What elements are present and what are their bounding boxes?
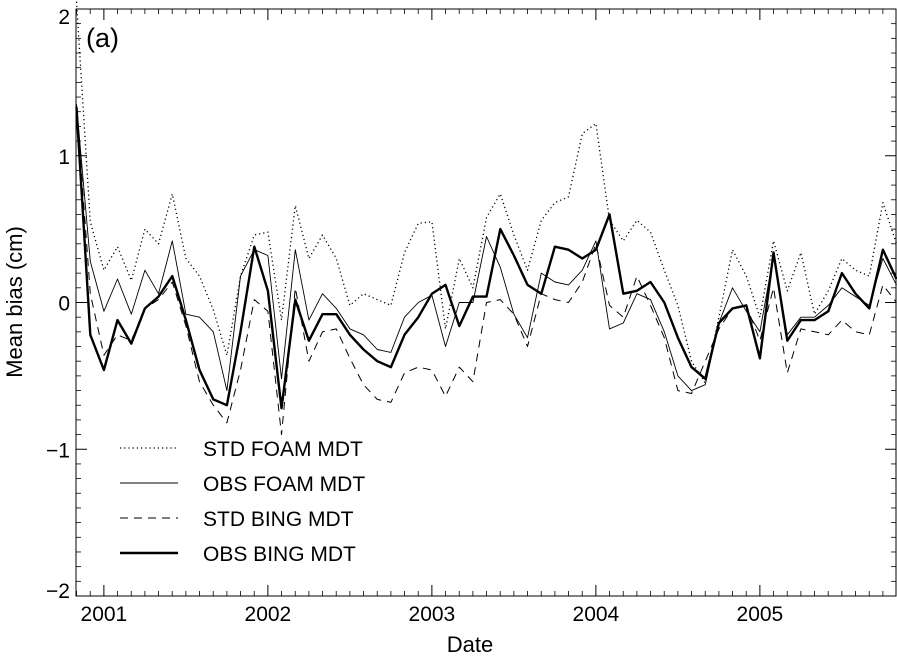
y-tick-label: −2 [46,580,70,603]
major-ticks [76,8,896,597]
legend-label: OBS BING MDT [203,543,356,566]
y-tick-label: 0 [58,293,70,316]
minor-ticks [76,9,896,596]
y-tick-labels: −2 −1 0 1 2 [46,6,70,603]
y-axis-label: Mean bias (cm) [2,226,27,378]
legend-label: STD BING MDT [203,508,354,531]
series-line-std-bing-mdt [76,104,897,436]
series-line-obs-foam-mdt [76,104,897,392]
panel-label: (a) [86,23,119,53]
series-lines [75,1,897,436]
legend-label: STD FOAM MDT [203,438,363,461]
x-axis-label: Date [447,632,493,656]
y-tick-label: −1 [46,439,70,462]
series-line-std-foam-mdt [75,1,897,384]
x-tick-label: 2005 [737,603,784,626]
x-tick-label: 2004 [573,603,620,626]
x-tick-label: 2003 [409,603,456,626]
x-tick-labels: 2001 2002 2003 2004 2005 [81,603,784,626]
y-tick-label: 1 [58,146,70,169]
x-tick-label: 2002 [245,603,292,626]
series-line-obs-bing-mdt [75,107,897,410]
legend: STD FOAM MDT OBS FOAM MDT STD BING MDT OBS … [120,438,365,566]
x-tick-label: 2001 [81,603,128,626]
y-tick-label: 2 [58,6,70,29]
legend-label: OBS FOAM MDT [203,473,365,496]
